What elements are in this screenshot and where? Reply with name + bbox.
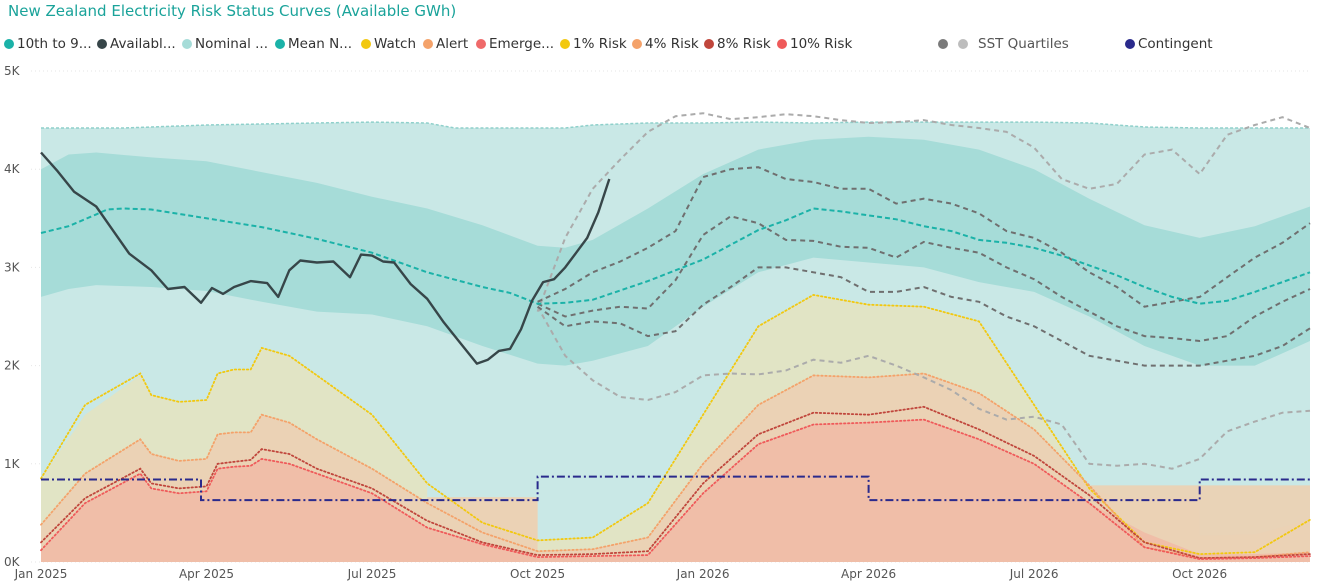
- line-risk1: [40, 293, 1311, 556]
- legend-item-contingent[interactable]: Contingent: [1125, 36, 1213, 52]
- legend-marker-icon: [361, 39, 371, 49]
- legend-item-risk10[interactable]: 10% Risk: [777, 36, 852, 52]
- legend-label: Alert: [436, 36, 469, 52]
- legend-marker-icon: [476, 39, 486, 49]
- y-tick-label: 4K: [4, 162, 21, 176]
- line-mean-nominal: [40, 207, 1311, 305]
- legend-item-sst-quartiles[interactable]: SST Quartiles: [938, 36, 1069, 52]
- line-risk4: [40, 372, 1311, 560]
- legend-label: SST Quartiles: [978, 36, 1069, 52]
- legend-item-risk8[interactable]: 8% Risk: [704, 36, 771, 52]
- y-tick-label: 3K: [4, 260, 21, 274]
- legend-marker-icon: [97, 39, 107, 49]
- legend-label: 10% Risk: [790, 36, 853, 52]
- legend-marker-icon: [182, 39, 192, 49]
- legend-marker-icon: [777, 39, 787, 49]
- area-band: [41, 136, 1310, 366]
- legend-item-watch[interactable]: Watch: [361, 36, 416, 52]
- y-tick-label: 0K: [4, 555, 21, 569]
- legend-label: 1% Risk: [573, 36, 627, 52]
- line-risk8: [40, 405, 1311, 560]
- legend-item-available[interactable]: Availabl...: [97, 36, 176, 52]
- x-tick-label: Apr 2025: [179, 567, 234, 581]
- x-tick-label: Jan 2026: [676, 567, 730, 581]
- legend-item-nominal[interactable]: Nominal ...: [182, 36, 268, 52]
- legend-item-emergency[interactable]: Emerge...: [476, 36, 554, 52]
- y-tick-label: 1K: [4, 457, 21, 471]
- legend-label: Contingent: [1138, 36, 1213, 52]
- x-tick-label: Jul 2025: [347, 567, 397, 581]
- legend-marker-icon: [4, 39, 14, 49]
- legend-marker-icon: [958, 39, 968, 49]
- line-sst-quartile: [536, 112, 1311, 312]
- legend-marker-icon: [632, 39, 642, 49]
- x-tick-label: Jan 2025: [14, 567, 68, 581]
- legend-label: 10th to 9...: [17, 36, 92, 52]
- y-tick-label: 5K: [4, 64, 21, 78]
- line-contingent: [41, 475, 1310, 502]
- legend-marker-icon: [938, 39, 948, 49]
- legend-marker-icon: [275, 39, 285, 49]
- legend-item-band[interactable]: 10th to 9...: [4, 36, 92, 52]
- legend-label: 4% Risk: [645, 36, 699, 52]
- x-tick-label: Jul 2026: [1009, 567, 1059, 581]
- legend-marker-icon: [560, 39, 570, 49]
- legend-item-mean[interactable]: Mean N...: [275, 36, 352, 52]
- chart-legend: 10th to 9... Availabl... Nominal ... Mea…: [0, 36, 1319, 56]
- legend-item-risk4[interactable]: 4% Risk: [632, 36, 699, 52]
- area-emergency: [41, 419, 1310, 562]
- legend-label: Nominal ...: [195, 36, 269, 52]
- legend-marker-icon: [423, 39, 433, 49]
- y-tick-label: 2K: [4, 359, 21, 373]
- x-tick-label: Oct 2026: [1172, 567, 1227, 581]
- legend-label: 8% Risk: [717, 36, 771, 52]
- line-sst-quartile: [536, 306, 1311, 470]
- legend-marker-icon: [1125, 39, 1135, 49]
- legend-marker-icon: [704, 39, 714, 49]
- line-available: [40, 151, 611, 365]
- x-tick-label: Apr 2026: [841, 567, 896, 581]
- legend-label: Mean N...: [288, 36, 353, 52]
- line-sst-quartile: [537, 266, 1311, 367]
- line-sst-quartile: [537, 215, 1311, 343]
- legend-label: Availabl...: [110, 36, 176, 52]
- legend-item-risk1[interactable]: 1% Risk: [560, 36, 627, 52]
- legend-item-alert[interactable]: Alert: [423, 36, 468, 52]
- legend-label: Emerge...: [489, 36, 555, 52]
- line-nominal: [41, 121, 1310, 129]
- chart-title: New Zealand Electricity Risk Status Curv…: [8, 2, 457, 20]
- legend-label: Watch: [374, 36, 417, 52]
- x-tick-label: Oct 2025: [510, 567, 565, 581]
